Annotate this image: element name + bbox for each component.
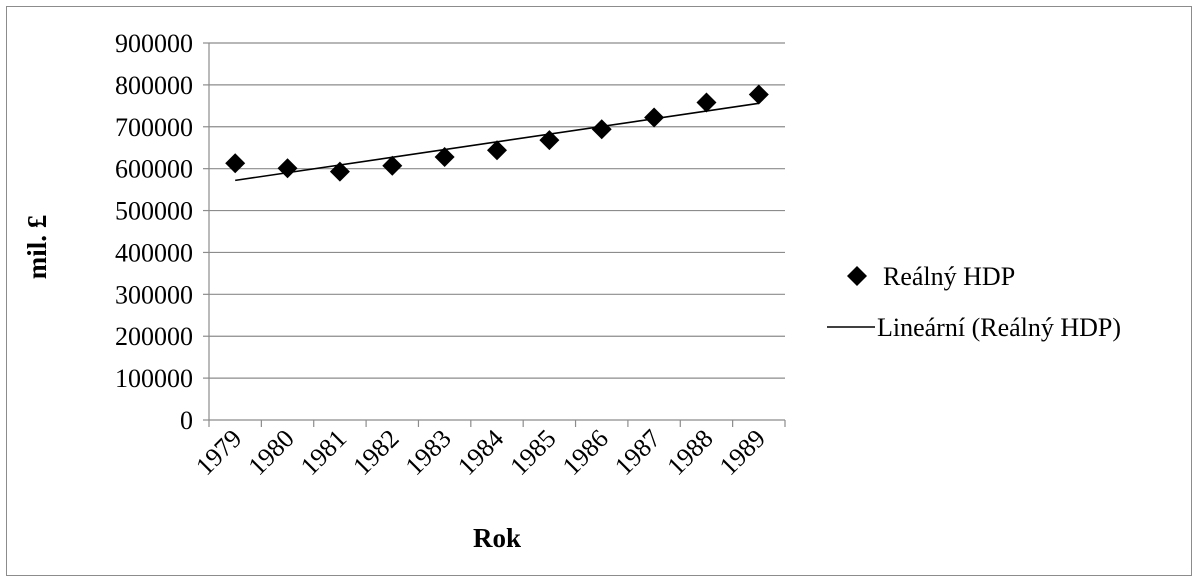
y-tick-label: 300000 xyxy=(115,280,193,309)
x-axis-title: Rok xyxy=(473,523,521,553)
legend: Reálný HDP Lineární (Reálný HDP) xyxy=(827,262,1121,342)
data-point xyxy=(591,119,612,140)
x-tick-label: 1980 xyxy=(243,424,300,481)
y-tick-label: 500000 xyxy=(115,197,193,226)
y-tick-label: 800000 xyxy=(115,71,193,100)
data-point xyxy=(748,84,769,105)
x-tick-label: 1988 xyxy=(661,424,718,481)
x-tick-label: 1982 xyxy=(347,424,404,481)
axes xyxy=(203,42,786,427)
data-point xyxy=(644,107,665,128)
data-point xyxy=(225,153,246,174)
data-point xyxy=(487,140,507,161)
x-tick-labels: 1979198019811982198319841985198619871988… xyxy=(190,424,771,481)
legend-marker-diamond-icon xyxy=(847,266,867,286)
y-tick-label: 400000 xyxy=(115,238,193,267)
data-point xyxy=(539,130,560,151)
y-tick-label: 0 xyxy=(180,406,193,435)
x-tick-label: 1983 xyxy=(400,424,457,481)
y-tick-label: 100000 xyxy=(115,364,193,393)
x-tick-label: 1989 xyxy=(714,424,771,481)
legend-trendline-label: Lineární (Reálný HDP) xyxy=(877,313,1121,342)
y-tick-labels: 0 100000 200000 300000 400000 500000 600000 700… xyxy=(115,29,193,435)
y-tick-label: 900000 xyxy=(115,29,193,58)
y-tick-label: 200000 xyxy=(115,322,193,351)
data-points xyxy=(225,84,769,182)
x-tick-label: 1987 xyxy=(609,424,666,481)
data-point xyxy=(696,92,717,113)
y-tick-label: 700000 xyxy=(115,113,193,142)
x-tick-label: 1985 xyxy=(504,424,561,481)
x-tick-label: 1986 xyxy=(557,424,614,481)
x-tick-label: 1981 xyxy=(295,424,352,481)
x-tick-label: 1984 xyxy=(452,424,509,481)
data-point xyxy=(434,146,455,167)
data-point xyxy=(277,158,298,179)
y-axis-title: mil. £ xyxy=(22,215,52,280)
data-point xyxy=(382,155,403,176)
y-tick-label: 600000 xyxy=(115,155,193,184)
x-tick-label: 1979 xyxy=(190,424,247,481)
gridlines xyxy=(209,42,785,379)
data-point xyxy=(329,161,350,182)
chart-frame xyxy=(6,6,1192,576)
legend-series-label: Reálný HDP xyxy=(883,262,1015,291)
